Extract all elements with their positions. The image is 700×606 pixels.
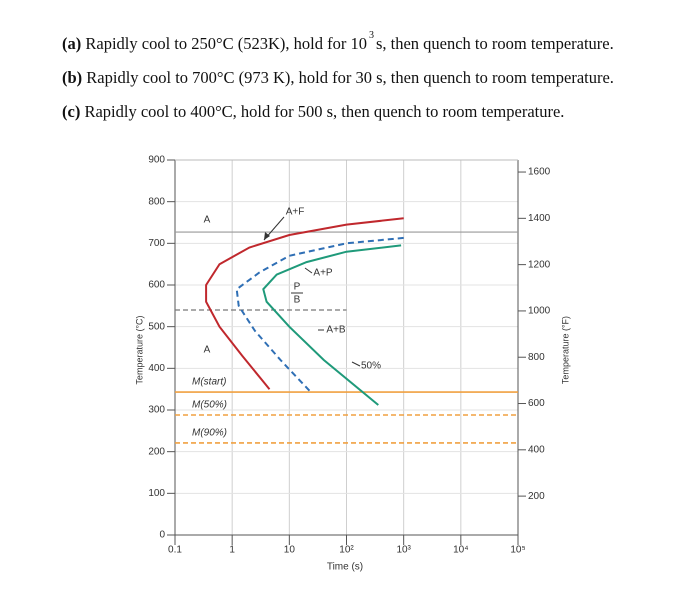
y2-tick-label: 600: [528, 398, 545, 409]
x-tick-label: 10³: [396, 545, 411, 556]
x-axis-title: Time (s): [327, 562, 363, 573]
x-tick-label: 1: [229, 545, 235, 556]
question: (a) Rapidly cool to 250°C (523K), hold f…: [62, 30, 614, 54]
region-label: A+B: [326, 325, 346, 336]
reference-label: M(start): [192, 377, 226, 388]
y2-axis-title: Temperature (°F): [560, 316, 570, 384]
y-tick-label: 0: [159, 530, 165, 541]
x-tick-label: 0.1: [168, 545, 182, 556]
y2-tick-label: 1000: [528, 306, 551, 317]
y-tick-label: 100: [148, 488, 165, 499]
question-label: (c): [62, 102, 81, 121]
x-tick-label: 10⁵: [510, 545, 525, 556]
leader-head: [264, 232, 270, 240]
region-label: A+P: [313, 268, 333, 279]
region-label: A: [204, 215, 211, 226]
y-tick-label: 200: [148, 446, 165, 457]
region-label: P: [294, 282, 301, 293]
y-tick-label: 600: [148, 280, 165, 291]
reference-label: M(90%): [192, 428, 227, 439]
x-tick-label: 10²: [339, 545, 354, 556]
y-tick-label: 400: [148, 363, 165, 374]
y-tick-label: 900: [148, 155, 165, 166]
curve: [205, 217, 404, 390]
y-axis-title: Temperature (°C): [134, 315, 144, 384]
question-text: s, then quench to room temperature.: [375, 34, 614, 53]
y-tick-label: 800: [148, 196, 165, 207]
curve: [235, 236, 404, 392]
y2-tick-label: 800: [528, 352, 545, 363]
region-label: A: [204, 345, 211, 356]
y2-tick-label: 400: [528, 444, 545, 455]
y2-tick-label: 1600: [528, 167, 551, 178]
y-tick-label: 700: [148, 238, 165, 249]
x-tick-label: 10: [284, 545, 296, 556]
exponent: 3: [368, 30, 374, 41]
y2-tick-label: 1200: [528, 259, 551, 270]
leader: [304, 267, 313, 274]
region-label: A+F: [286, 207, 305, 218]
question-label: (a): [62, 34, 82, 53]
question-text: Rapidly cool to 250°C (523K), hold for 1…: [85, 34, 367, 53]
x-tick-label: 10⁴: [453, 545, 468, 556]
question-text: Rapidly cool to 400°C, hold for 500 s, t…: [84, 102, 565, 121]
region-label: B: [294, 295, 301, 306]
question: (b) Rapidly cool to 700°C (973 K), hold …: [62, 68, 614, 88]
region-label: 50%: [361, 361, 381, 372]
question-label: (b): [62, 68, 83, 87]
y-tick-label: 500: [148, 321, 165, 332]
question: (c) Rapidly cool to 400°C, hold for 500 …: [62, 102, 564, 122]
y2-tick-label: 200: [528, 491, 545, 502]
y-tick-label: 300: [148, 405, 165, 416]
reference-label: M(50%): [192, 400, 227, 411]
leader: [351, 361, 361, 367]
question-text: Rapidly cool to 700°C (973 K), hold for …: [86, 68, 614, 87]
curve: [262, 244, 402, 406]
y2-tick-label: 1400: [528, 213, 551, 224]
